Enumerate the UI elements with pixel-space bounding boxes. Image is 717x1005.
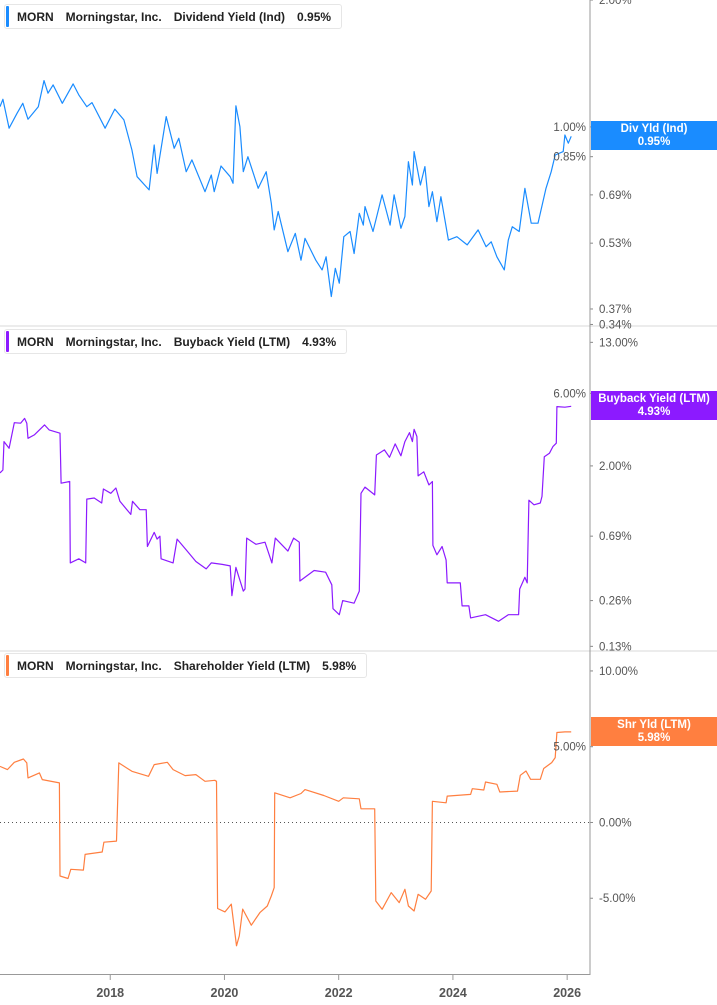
y-tick-label: 0.85% [553, 152, 586, 164]
badge-label: Shr Yld (LTM) [617, 718, 691, 731]
x-tick-label: 2026 [553, 986, 581, 1000]
badge-value: 5.98% [637, 731, 671, 744]
legend-company: Morningstar, Inc. [65, 334, 162, 349]
legend-color-bar [6, 655, 9, 676]
x-tick-label: 2020 [211, 986, 239, 1000]
legend-color-bar [6, 331, 9, 352]
y-tick-label: 0.26% [599, 596, 632, 608]
legend-metric: Buyback Yield (LTM) [173, 334, 291, 349]
y-tick-label: 6.00% [553, 388, 586, 400]
legend-company: Morningstar, Inc. [65, 658, 162, 673]
y-tick-label: 0.69% [599, 531, 632, 543]
last-value-badge-buyback-yield: Buyback Yield (LTM) 4.93% [591, 391, 717, 421]
y-tick-label: 0.34% [599, 319, 632, 331]
badge-label: Buyback Yield (LTM) [598, 393, 710, 406]
series-line-0 [0, 80, 572, 298]
legend-shareholder-yield: MORN Morningstar, Inc. Shareholder Yield… [4, 653, 368, 678]
legend-value: 0.95% [297, 9, 332, 24]
legend-value: 5.98% [322, 658, 357, 673]
legend-value: 4.93% [302, 334, 337, 349]
badge-label: Div Yld (Ind) [620, 123, 688, 136]
y-tick-label: -5.00% [599, 893, 635, 905]
legend-dividend-yield: MORN Morningstar, Inc. Dividend Yield (I… [4, 4, 343, 29]
legend-ticker: MORN [17, 658, 54, 673]
x-tick-label: 2018 [96, 986, 124, 1000]
y-tick-label: 0.00% [599, 817, 632, 829]
legend-company: Morningstar, Inc. [65, 9, 162, 24]
legend-color-bar [6, 6, 9, 27]
legend-metric: Shareholder Yield (LTM) [173, 658, 311, 673]
legend-ticker: MORN [17, 334, 54, 349]
y-tick-label: 2.00% [599, 0, 632, 7]
y-tick-label: 13.00% [599, 337, 638, 349]
last-value-badge-shareholder-yield: Shr Yld (LTM) 5.98% [591, 716, 717, 746]
y-tick-label: 10.00% [599, 666, 638, 678]
x-tick-label: 2022 [325, 986, 353, 1000]
legend-buyback-yield: MORN Morningstar, Inc. Buyback Yield (LT… [4, 329, 348, 354]
x-tick-label: 2024 [439, 986, 467, 1000]
y-tick-label: 1.00% [553, 122, 586, 134]
badge-value: 4.93% [637, 406, 671, 419]
last-value-badge-div-yield: Div Yld (Ind) 0.95% [591, 121, 717, 151]
legend-ticker: MORN [17, 9, 54, 24]
y-tick-label: 5.00% [553, 742, 586, 754]
y-tick-label: 2.00% [599, 461, 632, 473]
legend-metric: Dividend Yield (Ind) [173, 9, 286, 24]
y-tick-label: 0.69% [599, 190, 632, 202]
y-tick-label: 0.37% [599, 304, 632, 316]
series-line-2 [0, 731, 572, 947]
y-tick-label: 0.53% [599, 238, 632, 250]
badge-value: 0.95% [637, 136, 671, 149]
series-line-1 [0, 405, 572, 622]
y-tick-label: 0.13% [599, 641, 632, 653]
